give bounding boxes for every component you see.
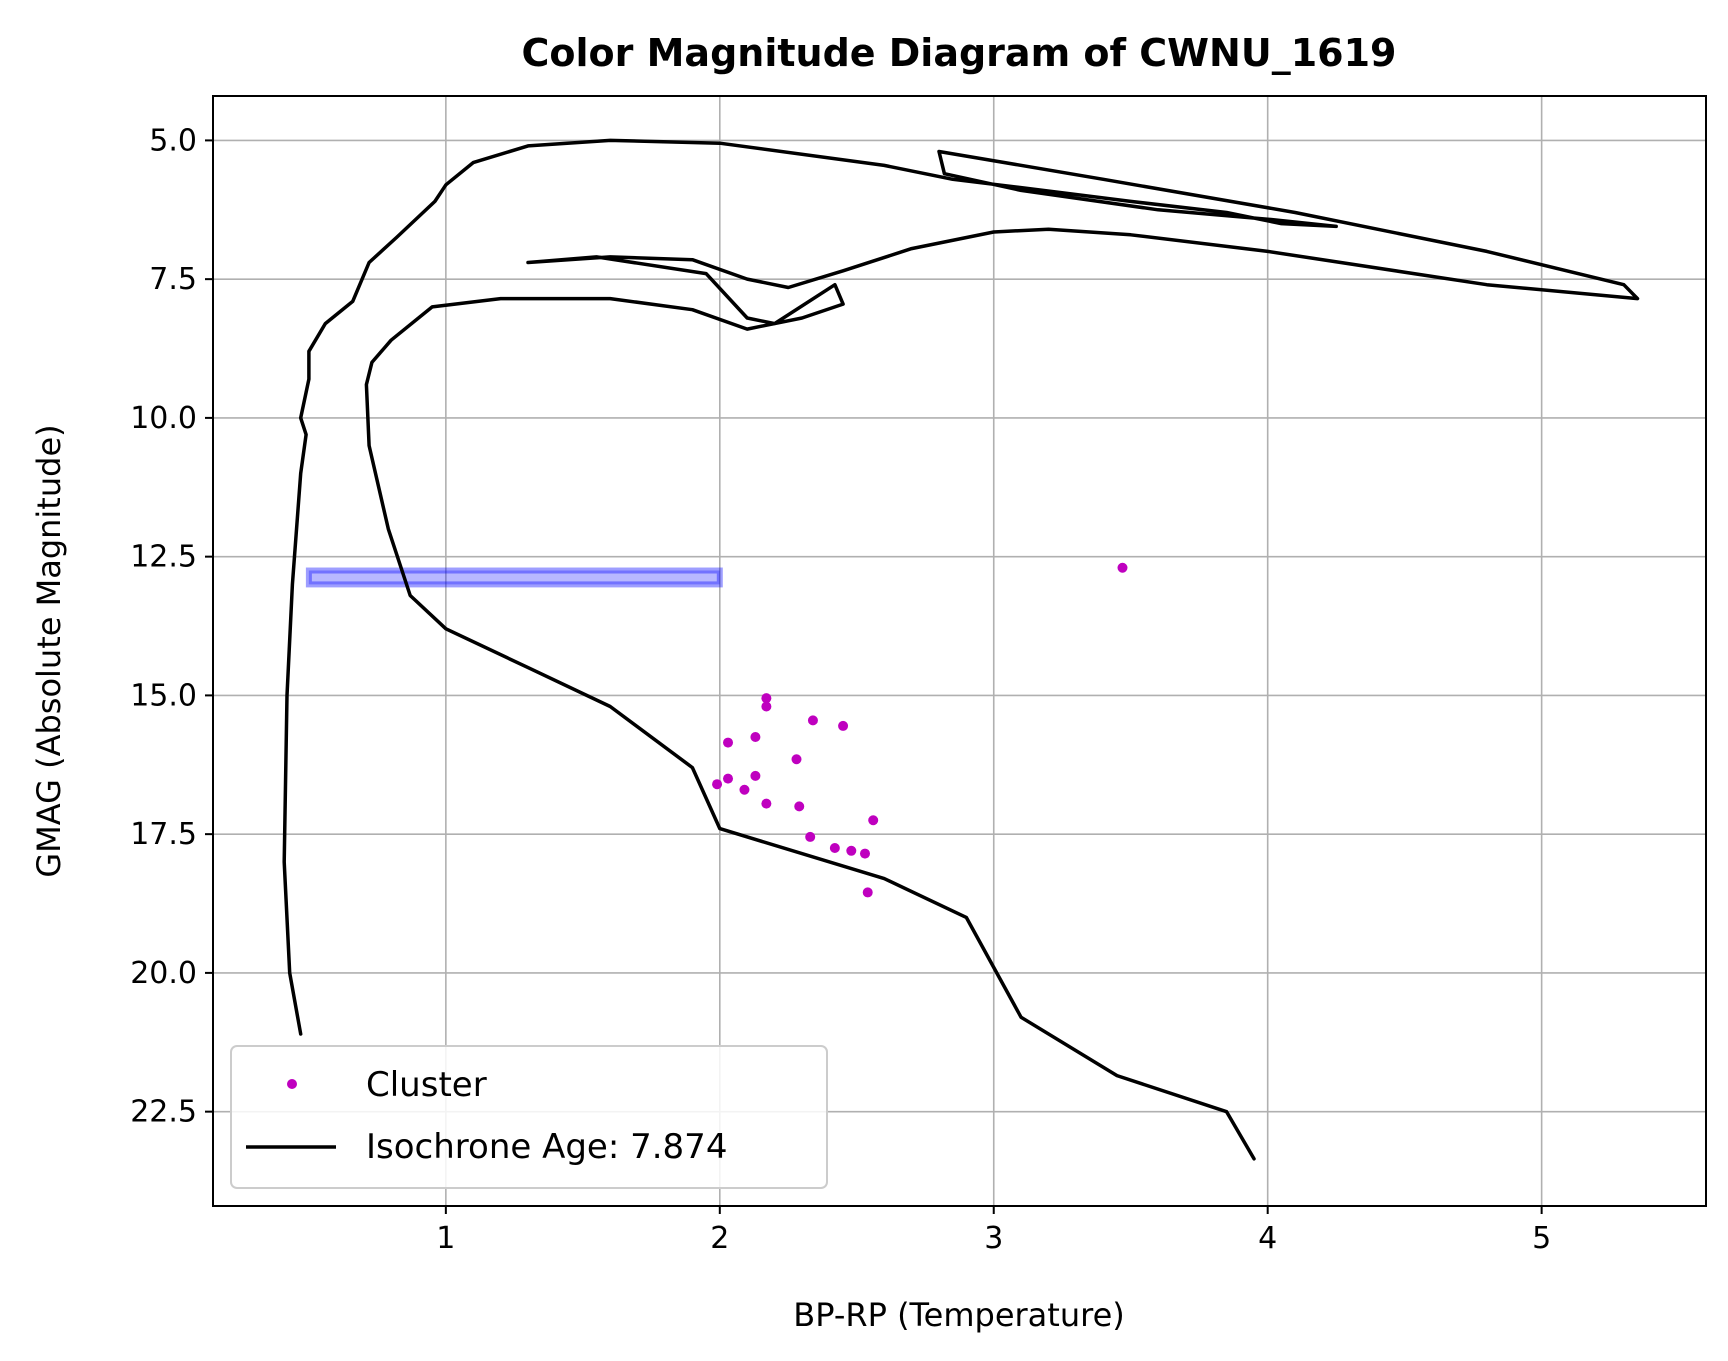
cluster-point xyxy=(846,845,857,856)
x-tick-label: 2 xyxy=(710,1221,729,1256)
x-tick-label: 3 xyxy=(984,1221,1003,1256)
y-tick-label: 7.5 xyxy=(149,262,197,297)
grid xyxy=(213,96,1706,1206)
cluster-point xyxy=(761,798,772,809)
cluster-points xyxy=(712,562,1128,898)
cluster-point xyxy=(1117,562,1128,573)
cluster-point xyxy=(838,720,849,731)
legend-cluster-marker xyxy=(287,1079,297,1089)
x-axis-label: BP-RP (Temperature) xyxy=(793,1296,1124,1334)
highlight-rectangle xyxy=(305,567,723,588)
cluster-point xyxy=(805,831,816,842)
cluster-point xyxy=(829,843,840,854)
y-tick-label: 22.5 xyxy=(130,1095,197,1130)
cluster-point xyxy=(868,815,879,826)
legend-cluster-label: Cluster xyxy=(366,1065,487,1105)
cluster-point xyxy=(807,715,818,726)
isochrone-line xyxy=(282,138,1640,1161)
x-tick-label: 1 xyxy=(436,1221,455,1256)
highlight-layer xyxy=(305,567,723,588)
cluster-point xyxy=(791,754,802,765)
x-tick-label: 5 xyxy=(1532,1221,1551,1256)
y-tick-label: 10.0 xyxy=(130,401,197,436)
y-tick-label: 12.5 xyxy=(130,540,197,575)
cluster-point xyxy=(723,737,734,748)
cluster-point xyxy=(712,779,723,790)
plot-frame xyxy=(212,95,1707,1207)
y-tick-label: 20.0 xyxy=(130,956,197,991)
legend-isochrone-label: Isochrone Age: 7.874 xyxy=(366,1127,727,1167)
cluster-point xyxy=(862,887,873,898)
cluster-point xyxy=(859,848,870,859)
x-tick-label: 4 xyxy=(1258,1221,1277,1256)
cluster-point xyxy=(750,732,761,743)
cluster-point xyxy=(750,770,761,781)
y-tick-label: 5.0 xyxy=(149,123,197,158)
y-axis-label: GMAG (Absolute Magnitude) xyxy=(30,424,68,877)
isochrone-layer xyxy=(282,138,1640,1161)
cluster-point xyxy=(739,784,750,795)
y-tick-label: 15.0 xyxy=(130,678,197,713)
y-tick-label: 17.5 xyxy=(130,817,197,852)
legend-box xyxy=(230,1045,828,1189)
ticks: 1 2 3 4 5 5.0 7.5 10.0 12.5 15.0 17.5 20.0 22.5 xyxy=(130,123,1551,1256)
cluster-point xyxy=(761,701,772,712)
cluster-point xyxy=(794,801,805,812)
legend: Cluster Isochrone Age: 7.874 xyxy=(230,1045,828,1189)
chart-title: Color Magnitude Diagram of CWNU_1619 xyxy=(522,31,1397,75)
cluster-point xyxy=(723,773,734,784)
cluster-point xyxy=(761,693,772,704)
